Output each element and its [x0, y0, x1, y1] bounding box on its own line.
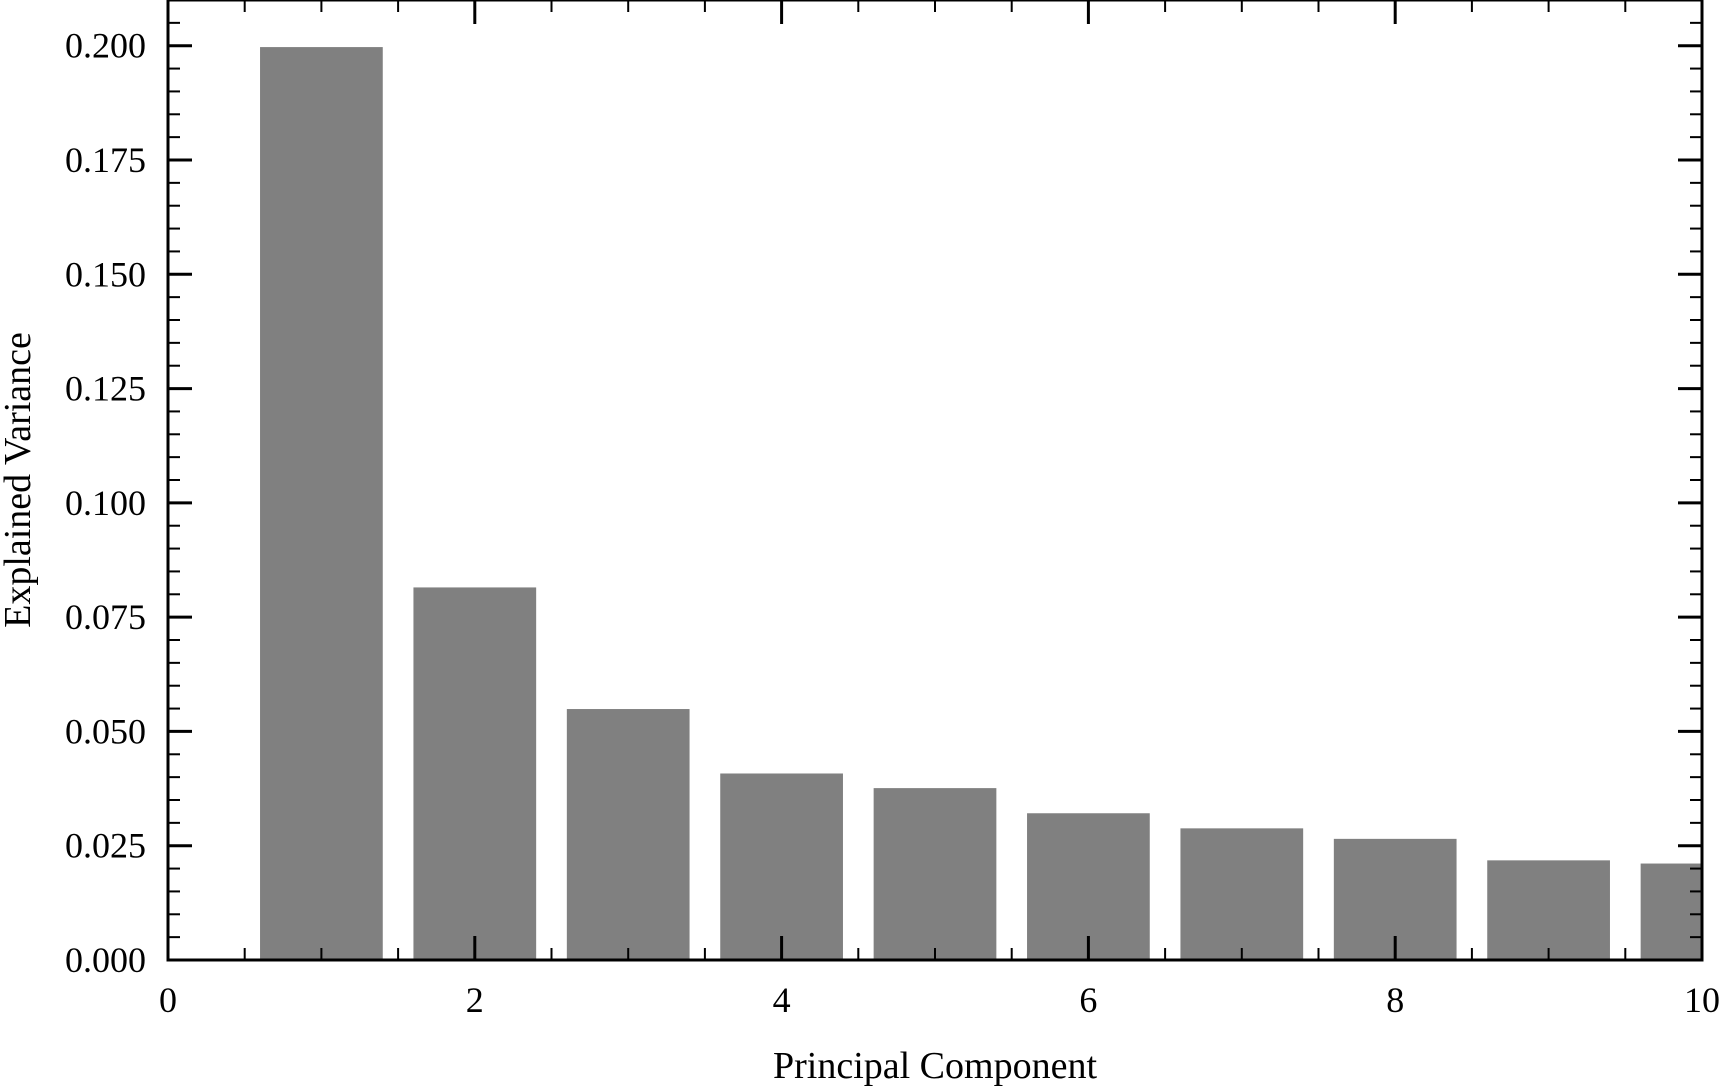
bars-layer — [260, 47, 1702, 960]
y-tick-label: 0.200 — [65, 26, 146, 66]
y-tick-label: 0.100 — [65, 483, 146, 523]
plot-frame — [166, 0, 1704, 962]
x-tick-label: 4 — [773, 980, 791, 1020]
x-tick-label: 0 — [159, 980, 177, 1020]
tick-labels-layer: 0.000 0.025 0.050 0.075 0.100 0.125 0.150 0.175… — [65, 26, 1720, 1020]
x-tick-label: 6 — [1079, 980, 1097, 1020]
bar-pc-2 — [413, 587, 537, 960]
bar-pc-5 — [873, 788, 997, 960]
bar-pc-6 — [1027, 813, 1150, 960]
y-tick-label: 0.175 — [65, 140, 146, 180]
y-tick-label: 0.050 — [65, 711, 146, 751]
x-tick-label: 2 — [466, 980, 484, 1020]
x-tick-label: 8 — [1386, 980, 1404, 1020]
bar-pc-10 — [1640, 863, 1702, 960]
bar-pc-3 — [566, 709, 690, 960]
bar-pc-4 — [720, 773, 843, 960]
y-tick-label: 0.125 — [65, 369, 146, 409]
y-tick-label: 0.000 — [65, 940, 146, 980]
bar-pc-1 — [260, 47, 383, 960]
bar-pc-7 — [1180, 828, 1304, 960]
bar-pc-9 — [1487, 860, 1610, 960]
x-axis-label: Principal Component — [773, 1045, 1097, 1086]
x-tick-label: 10 — [1684, 980, 1720, 1020]
ticks-layer — [166, 0, 1704, 962]
y-tick-label: 0.075 — [65, 597, 146, 637]
y-tick-label: 0.025 — [65, 826, 146, 866]
y-axis-label: Explained Variance — [0, 332, 39, 628]
y-tick-label: 0.150 — [65, 254, 146, 294]
